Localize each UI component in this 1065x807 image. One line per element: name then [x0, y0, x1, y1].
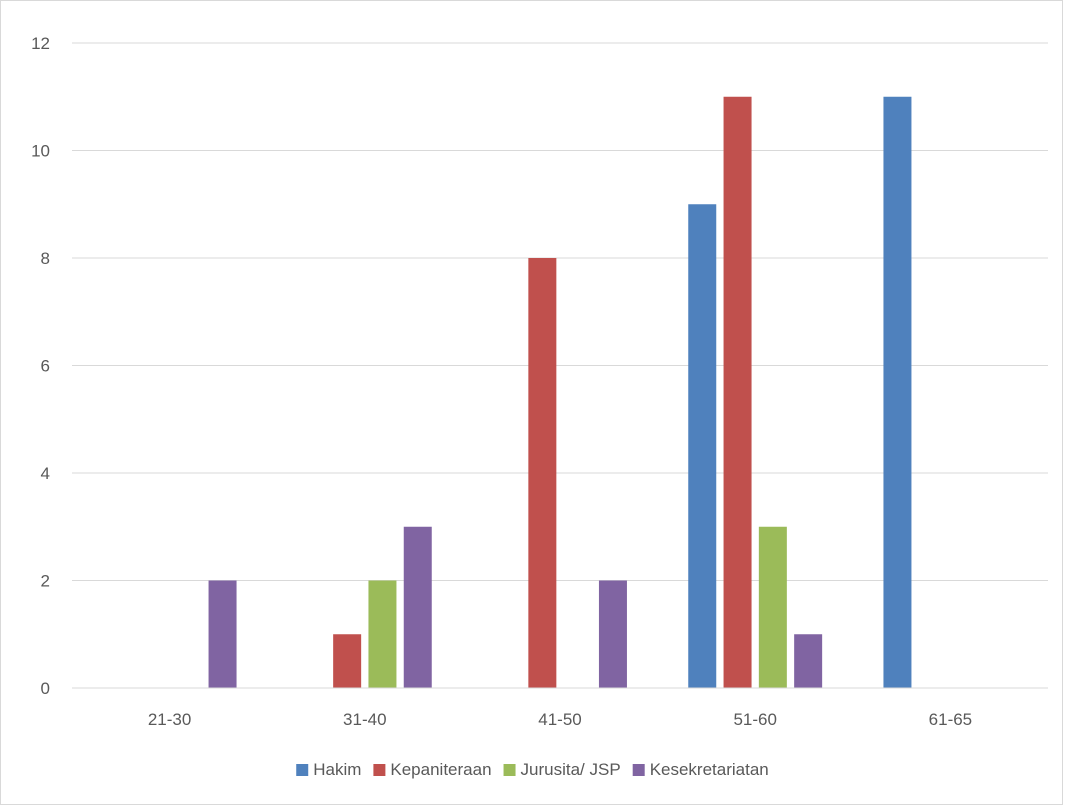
- bar-kesekretariatan-21-30: [208, 580, 237, 688]
- bars: [208, 96, 912, 688]
- x-tick-label: 51-60: [733, 710, 776, 729]
- bar-kesekretariatan-31-40: [403, 526, 432, 688]
- legend-label: Kesekretariatan: [650, 760, 769, 779]
- x-tick-label: 31-40: [343, 710, 386, 729]
- y-tick-label: 8: [41, 249, 50, 268]
- x-tick-label: 61-65: [929, 710, 972, 729]
- bar-hakim-51-60: [688, 204, 717, 688]
- x-tick-label: 41-50: [538, 710, 581, 729]
- bar-kesekretariatan-51-60: [794, 634, 823, 688]
- x-tick-label: 21-30: [148, 710, 191, 729]
- y-tick-label: 6: [41, 357, 50, 376]
- legend-label: Kepaniteraan: [390, 760, 491, 779]
- y-tick-label: 10: [31, 142, 50, 161]
- legend-swatch: [296, 764, 309, 776]
- legend-label: Jurusita/ JSP: [521, 760, 621, 779]
- bar-jurusita-jsp-51-60: [758, 526, 787, 688]
- legend-swatch: [373, 764, 386, 776]
- x-axis-tick-labels: 21-30 31-40 41-50 51-60 61-65: [148, 710, 972, 729]
- y-axis-tick-labels: 0 2 4 6 8 10 12: [31, 34, 50, 698]
- y-tick-label: 4: [41, 464, 50, 483]
- y-tick-label: 0: [41, 679, 50, 698]
- bar-kepaniteraan-41-50: [528, 258, 557, 688]
- legend-swatch: [632, 764, 645, 776]
- bar-jurusita-jsp-31-40: [368, 580, 397, 688]
- legend: Hakim Kepaniteraan Jurusita/ JSP Kesekretar…: [296, 760, 769, 779]
- bar-kesekretariatan-41-50: [598, 580, 627, 688]
- legend-swatch: [503, 764, 516, 776]
- legend-label: Hakim: [313, 760, 361, 779]
- y-tick-label: 12: [31, 34, 50, 53]
- bar-hakim-61-65: [883, 96, 912, 688]
- y-tick-label: 2: [41, 572, 50, 591]
- bar-kepaniteraan-31-40: [333, 634, 362, 688]
- bar-kepaniteraan-51-60: [723, 96, 752, 688]
